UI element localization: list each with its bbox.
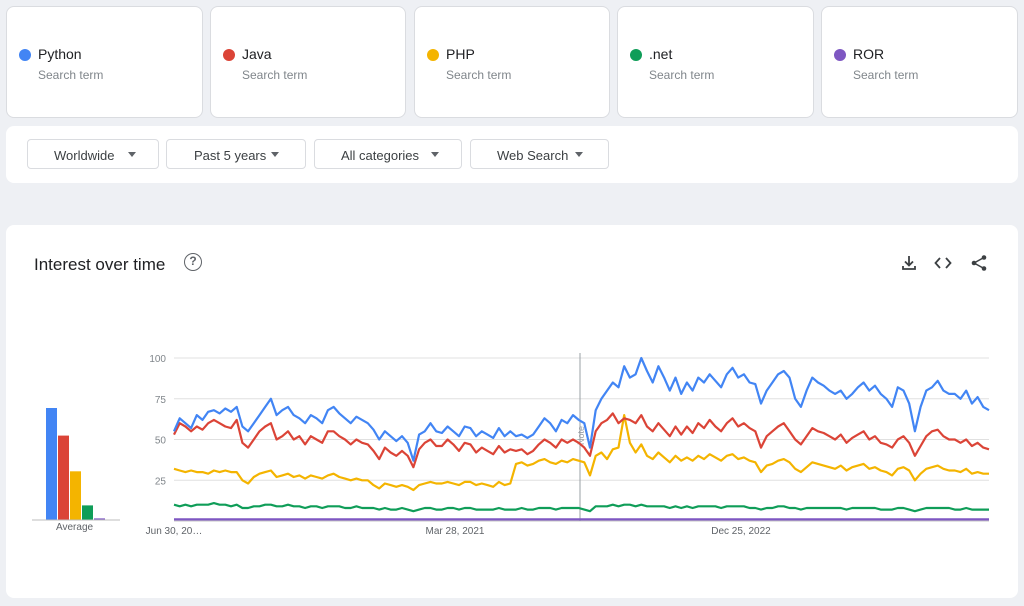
term-card-ror[interactable]: ROR Search term: [821, 6, 1018, 118]
note-marker-label: Note: [576, 426, 586, 445]
x-tick-label: Mar 28, 2021: [426, 526, 485, 537]
term-sub: Search term: [242, 68, 308, 82]
filter-bar: Worldwide Past 5 years All categories We…: [6, 126, 1018, 183]
php-dot: [427, 49, 439, 61]
average-bar-ror: [94, 518, 105, 520]
y-tick-label: 75: [155, 395, 167, 406]
filter-search-type-label: Web Search: [497, 148, 569, 163]
y-tick-label: 25: [155, 476, 167, 487]
term-card-java[interactable]: Java Search term: [210, 6, 406, 118]
term-card-net[interactable]: .net Search term: [617, 6, 814, 118]
term-sub: Search term: [853, 68, 919, 82]
x-tick-label: Dec 25, 2022: [711, 526, 771, 537]
net-dot: [630, 49, 642, 61]
filter-location[interactable]: Worldwide: [27, 139, 159, 169]
term-name: ROR: [853, 46, 885, 62]
average-bar-java: [58, 435, 69, 520]
term-card-php[interactable]: PHP Search term: [414, 6, 610, 118]
y-tick-label: 50: [155, 436, 167, 447]
ror-dot: [834, 49, 846, 61]
term-name: .net: [649, 46, 673, 62]
series-line-net: [173, 502, 989, 513]
python-dot: [19, 49, 31, 61]
average-label: Average: [56, 522, 94, 533]
filter-time-range-label: Past 5 years: [194, 148, 267, 163]
filter-category-label: All categories: [341, 148, 420, 163]
term-card-python[interactable]: Python Search term: [6, 6, 203, 118]
term-name: Python: [38, 46, 82, 62]
y-tick-label: 100: [149, 354, 166, 365]
chevron-down-icon: [271, 152, 279, 157]
embed-icon[interactable]: [934, 254, 952, 272]
chevron-down-icon: [128, 152, 136, 157]
average-bar-net: [82, 505, 93, 520]
term-name: Java: [242, 46, 272, 62]
series-line-java: [173, 412, 990, 469]
filter-search-type[interactable]: Web Search: [470, 139, 609, 169]
download-icon[interactable]: [900, 254, 918, 272]
term-sub: Search term: [649, 68, 715, 82]
panel-title: Interest over time: [34, 255, 166, 274]
share-icon[interactable]: [970, 254, 988, 272]
chevron-down-icon: [431, 152, 439, 157]
term-sub: Search term: [38, 68, 104, 82]
help-icon[interactable]: ?: [184, 253, 202, 271]
filter-time-range[interactable]: Past 5 years: [166, 139, 306, 169]
interest-over-time-panel: Interest over time ? Average 25 50 75 100 Ju…: [6, 225, 1018, 598]
term-name: PHP: [446, 46, 475, 62]
x-tick-label: Jun 30, 20…: [146, 526, 203, 537]
average-bar-php: [70, 471, 81, 520]
term-sub: Search term: [446, 68, 512, 82]
interest-chart: 25 50 75 100 Jun 30, 20… Mar 28, 2021 Dec 25, …: [32, 353, 990, 537]
series-line-python: [172, 356, 990, 462]
series-line-php: [173, 414, 989, 492]
java-dot: [223, 49, 235, 61]
average-bar-python: [46, 408, 57, 520]
filter-category[interactable]: All categories: [314, 139, 462, 169]
chevron-down-icon: [575, 152, 583, 157]
filter-location-label: Worldwide: [54, 148, 115, 163]
